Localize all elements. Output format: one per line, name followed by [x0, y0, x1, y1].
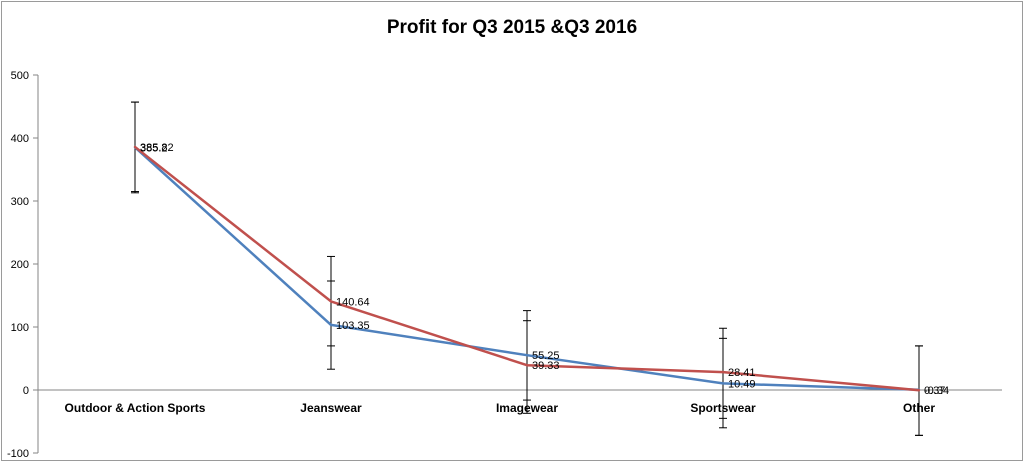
data-label: 10.49 [728, 378, 756, 390]
y-tick-label: 100 [11, 322, 29, 334]
data-label: 385.82 [140, 142, 174, 154]
y-tick-label: 300 [11, 196, 29, 208]
y-tick-label: 200 [11, 259, 29, 271]
data-point [329, 323, 333, 327]
data-label: 103.35 [336, 320, 370, 332]
series-lines [133, 145, 921, 392]
data-point [329, 300, 333, 303]
data-label: 140.64 [336, 296, 370, 308]
y-tick-label: 500 [11, 70, 29, 82]
data-point [525, 364, 529, 367]
y-tick-label: 0 [23, 385, 29, 397]
data-label: -0.34 [924, 385, 949, 397]
data-point [721, 370, 725, 374]
x-category-label: Jeanswear [300, 401, 362, 415]
data-point [917, 389, 921, 392]
data-point [525, 353, 529, 357]
y-tick-label: -100 [7, 448, 29, 460]
data-label: 0.37 [924, 385, 945, 397]
data-label: 39.33 [532, 360, 560, 372]
data-labels: 385.2 103.35 55.25 10.49 0.37 385.82 140.64 39.… [140, 142, 949, 397]
y-tick-label: 400 [11, 133, 29, 145]
data-label: 385.2 [140, 142, 168, 154]
data-point [133, 145, 137, 149]
data-label: 28.41 [728, 367, 756, 379]
data-point [721, 382, 725, 385]
data-label: 55.25 [532, 350, 560, 362]
chart-title: Profit for Q3 2015 &Q3 2016 [387, 17, 637, 38]
axes: -100 0 100 200 300 400 500 Outdoor & Action Spo… [7, 70, 1002, 460]
x-category-label: Outdoor & Action Sports [65, 401, 206, 415]
